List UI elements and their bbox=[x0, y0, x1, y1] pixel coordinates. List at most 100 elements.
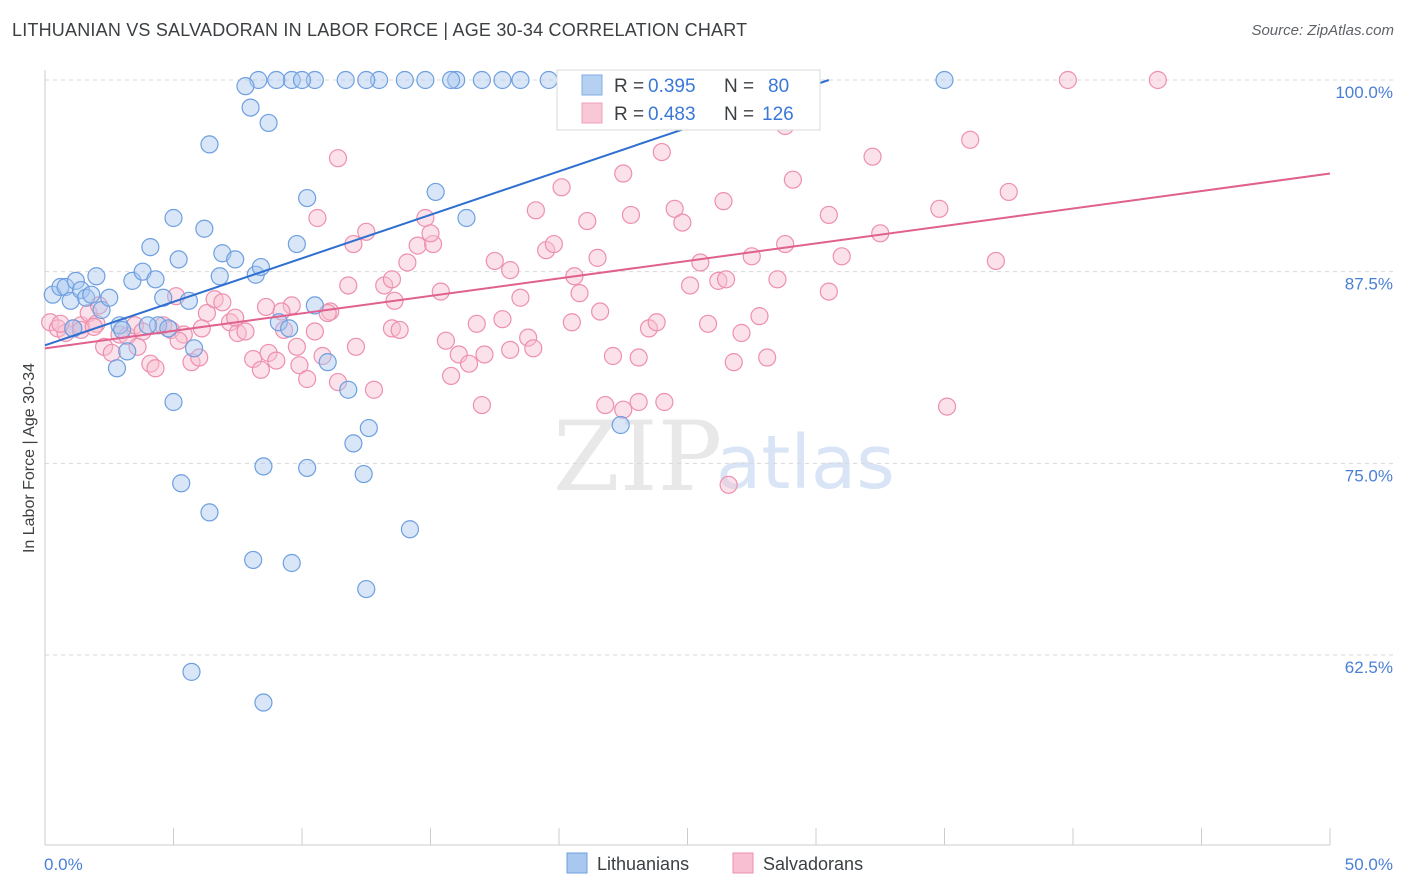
legend-swatch-salvadorans bbox=[581, 102, 603, 124]
lithuanians-point bbox=[236, 77, 255, 96]
lithuanians-point bbox=[118, 342, 137, 361]
salvadorans-point bbox=[629, 392, 648, 412]
lithuanians-point bbox=[64, 319, 83, 338]
salvadorans-point bbox=[614, 400, 633, 419]
lithuanians-point bbox=[146, 270, 165, 289]
salvadorans-point bbox=[501, 261, 520, 280]
lithuanians-point bbox=[182, 662, 201, 681]
lithuanians-point bbox=[318, 353, 337, 372]
salvadorans-point bbox=[287, 337, 306, 356]
salvadorans-point bbox=[146, 359, 165, 378]
legend-n-label-1: N = bbox=[724, 76, 754, 97]
salvadorans-point bbox=[819, 205, 838, 225]
lithuanians-point bbox=[400, 520, 420, 539]
salvadorans-point bbox=[236, 322, 255, 341]
salvadorans-point bbox=[1058, 70, 1077, 90]
lithuanians-point bbox=[416, 70, 435, 90]
lithuanians-point bbox=[184, 339, 204, 358]
lithuanians-point bbox=[472, 70, 491, 90]
salvadorans-point bbox=[436, 331, 456, 350]
salvadorans-point bbox=[459, 354, 479, 373]
salvadorans-point bbox=[431, 282, 450, 301]
lithuanians-point bbox=[395, 70, 414, 90]
y-tick-labels: 62.5% 75.0% 87.5% 100.0% bbox=[1335, 83, 1393, 677]
lithuanians-point bbox=[511, 70, 530, 90]
salvadorans-point bbox=[621, 205, 641, 225]
lithuanians-point bbox=[336, 70, 355, 90]
salvadorans-point bbox=[961, 130, 980, 149]
salvadorans-point bbox=[552, 178, 571, 197]
y-tick-label: 100.0% bbox=[1335, 83, 1393, 102]
x-tick-label-min: 0.0% bbox=[44, 855, 83, 874]
lithuanians-point bbox=[305, 296, 324, 315]
lithuanians-point bbox=[51, 277, 70, 297]
salvadorans-point bbox=[190, 348, 209, 367]
salvadorans-point bbox=[832, 247, 851, 266]
lithuanians-point bbox=[244, 550, 263, 570]
source-label: Source: ZipAtlas.com bbox=[1251, 22, 1394, 39]
salvadorans-point bbox=[485, 251, 504, 271]
salvadorans-trend-line bbox=[44, 172, 1331, 350]
lithuanians-point bbox=[441, 70, 461, 90]
lithuanians-point bbox=[298, 458, 317, 478]
lithuanians-point bbox=[457, 208, 476, 228]
salvadorans-point bbox=[408, 236, 427, 255]
lithuanians-point bbox=[179, 291, 199, 310]
salvadorans-point bbox=[680, 276, 700, 295]
salvadorans-point bbox=[441, 366, 461, 386]
legend-n-value-1: 80 bbox=[768, 76, 789, 97]
bottom-legend-label-salvadorans[interactable]: Salvadorans bbox=[763, 854, 863, 874]
salvadorans-point bbox=[591, 302, 610, 321]
legend-r-label-1: R = bbox=[614, 76, 644, 97]
lithuanians-point bbox=[611, 415, 630, 435]
salvadorans-point bbox=[526, 201, 545, 220]
lithuanians-points bbox=[43, 70, 954, 712]
lithuanians-point bbox=[77, 288, 96, 307]
lithuanians-point bbox=[354, 464, 373, 484]
salvadorans-point bbox=[102, 343, 121, 363]
lithuanians-point bbox=[447, 70, 466, 90]
salvadorans-point bbox=[472, 395, 491, 415]
salvadorans-point bbox=[519, 328, 538, 347]
salvadorans-point bbox=[562, 313, 581, 332]
salvadorans-point bbox=[128, 337, 147, 356]
gridlines bbox=[45, 79, 1393, 656]
series-legend: Lithuanians Salvadorans bbox=[566, 852, 863, 874]
salvadorans-point bbox=[328, 372, 348, 392]
salvadorans-point bbox=[169, 331, 188, 350]
lithuanians-point bbox=[298, 188, 317, 208]
salvadorans-point bbox=[390, 320, 409, 340]
bottom-legend-label-lithuanians[interactable]: Lithuanians bbox=[597, 854, 689, 874]
bottom-legend-swatch-lithuanians[interactable] bbox=[566, 852, 588, 874]
salvadorans-point bbox=[709, 271, 728, 290]
salvadorans-point bbox=[647, 313, 666, 332]
lithuanians-point bbox=[539, 70, 558, 90]
lithuanians-point bbox=[426, 182, 445, 202]
salvadorans-point bbox=[716, 270, 736, 289]
legend-swatch-lithuanians bbox=[581, 74, 603, 96]
salvadorans-point bbox=[776, 234, 795, 254]
salvadorans-point bbox=[524, 339, 543, 358]
lithuanians-point bbox=[82, 285, 101, 304]
salvadorans-points bbox=[41, 70, 1167, 494]
lithuanians-point bbox=[370, 70, 389, 90]
lithuanians-point bbox=[169, 250, 188, 269]
y-tick-label: 75.0% bbox=[1345, 466, 1393, 485]
bottom-legend-swatch-salvadorans[interactable] bbox=[732, 852, 754, 874]
legend-r-value-1: 0.395 bbox=[648, 76, 696, 97]
salvadorans-point bbox=[467, 314, 486, 333]
salvadorans-point bbox=[758, 348, 777, 367]
lithuanians-point bbox=[267, 70, 286, 90]
lithuanians-point bbox=[172, 474, 191, 493]
salvadorans-point bbox=[603, 346, 623, 366]
lithuanians-point bbox=[200, 135, 219, 154]
salvadorans-point bbox=[364, 380, 384, 399]
salvadorans-point bbox=[999, 182, 1018, 202]
lithuanians-point bbox=[935, 70, 954, 90]
lithuanians-point bbox=[254, 693, 273, 712]
lithuanians-point bbox=[164, 392, 183, 412]
lithuanians-point bbox=[254, 457, 273, 476]
salvadorans-point bbox=[937, 397, 957, 416]
salvadorans-point bbox=[732, 323, 751, 343]
lithuanians-point bbox=[493, 70, 512, 90]
